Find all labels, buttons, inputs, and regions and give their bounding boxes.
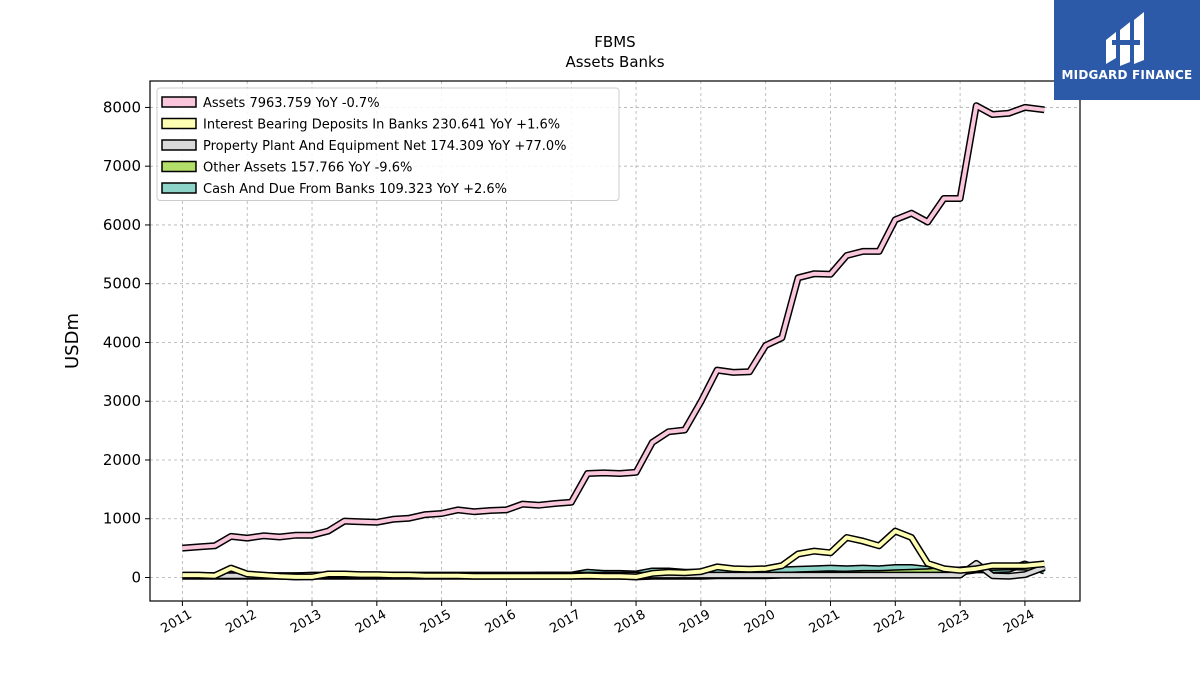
- y-tick-label: 3000: [103, 392, 141, 410]
- midgard-logo-icon: [1106, 12, 1144, 66]
- legend-swatch: [161, 96, 197, 108]
- legend-swatch: [161, 139, 197, 151]
- y-tick-label: 7000: [103, 157, 141, 175]
- y-tick-label: 4000: [103, 333, 141, 351]
- x-tick-label: 2019: [677, 607, 713, 637]
- legend-entry-label: Other Assets 157.766 YoY -9.6%: [203, 161, 412, 176]
- legend-swatch: [161, 117, 197, 130]
- legend-box: [156, 87, 620, 201]
- x-tick-label: 2021: [807, 607, 843, 637]
- x-tick-label: 2024: [1001, 607, 1037, 637]
- chart-title: FBMS: [594, 33, 635, 51]
- legend-swatch: [161, 182, 197, 194]
- brand-name: MIDGARD FINANCE: [1061, 68, 1193, 82]
- y-axis: 0 1000 2000 3000 4000 5000 6000 7000 8000: [103, 98, 150, 586]
- legend-entry-label: Cash And Due From Banks 109.323 YoY +2.6…: [203, 182, 507, 197]
- x-axis: 2011 2012 2013 2014 2015 2016 2017 2018 2019 2020…: [159, 601, 1037, 637]
- legend: Assets 7963.759 YoY -0.7% Interest Bearin…: [156, 87, 620, 201]
- y-tick-label: 0: [131, 568, 141, 586]
- y-tick-label: 6000: [103, 216, 141, 234]
- x-tick-label: 2012: [223, 607, 259, 637]
- legend-swatch: [161, 160, 197, 173]
- x-tick-label: 2017: [547, 607, 583, 637]
- legend-entry-label: Property Plant And Equipment Net 174.309…: [203, 139, 567, 154]
- series-line: [182, 103, 1045, 551]
- x-tick-label: 2023: [936, 607, 972, 637]
- x-tick-label: 2011: [159, 607, 195, 637]
- x-tick-label: 2015: [418, 607, 454, 637]
- legend-entry-label: Assets 7963.759 YoY -0.7%: [203, 96, 380, 111]
- x-tick-label: 2013: [288, 607, 324, 637]
- chart-subtitle: Assets Banks: [565, 53, 664, 71]
- brand-logo: MIDGARD FINANCE: [1054, 0, 1200, 100]
- y-axis-label: USDm: [62, 313, 83, 369]
- x-tick-label: 2016: [483, 607, 519, 637]
- series-line: [182, 529, 1045, 579]
- x-tick-label: 2014: [353, 607, 389, 637]
- y-tick-label: 5000: [103, 275, 141, 293]
- y-tick-label: 2000: [103, 451, 141, 469]
- x-tick-label: 2018: [612, 607, 648, 637]
- x-tick-label: 2022: [871, 607, 907, 637]
- y-tick-label: 8000: [103, 98, 141, 116]
- plot-frame: [149, 80, 1081, 602]
- legend-entry-label: Interest Bearing Deposits In Banks 230.6…: [203, 118, 560, 133]
- y-tick-label: 1000: [103, 510, 141, 528]
- series-layer: [182, 102, 1046, 581]
- x-tick-label: 2020: [742, 607, 778, 637]
